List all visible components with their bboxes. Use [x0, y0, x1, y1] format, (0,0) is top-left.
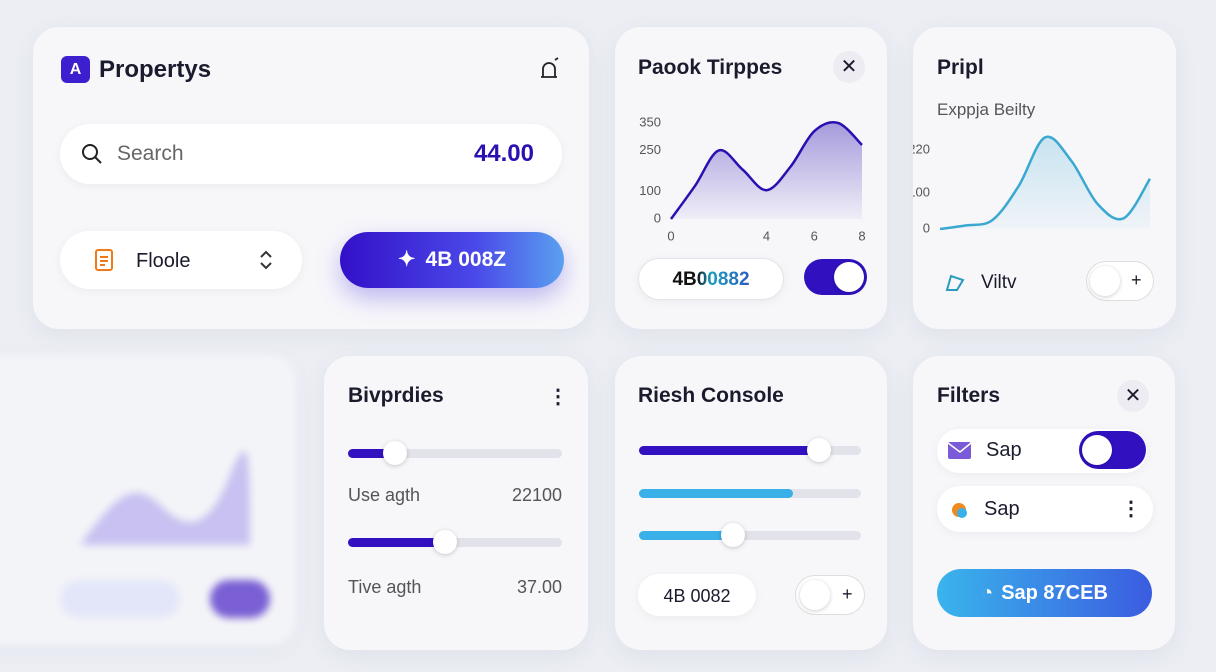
toggle-off[interactable]: +: [795, 575, 865, 615]
slider[interactable]: [348, 530, 562, 554]
x-tick-label: 8: [858, 228, 865, 243]
code-input[interactable]: 4B 0082: [638, 574, 756, 616]
filter-button[interactable]: ◔ Sap 87CEB: [937, 569, 1152, 617]
x-tick-label: 6: [811, 228, 818, 243]
close-button[interactable]: ✕: [833, 51, 865, 83]
search-value: 44.00: [473, 140, 534, 167]
toggle-on[interactable]: [804, 259, 867, 295]
card-title: Filters: [937, 384, 1001, 407]
slider-label: Use agth: [348, 485, 421, 505]
y-tick-label: 250: [639, 142, 661, 157]
close-button[interactable]: ✕: [1117, 380, 1149, 412]
trips-chart: 0 100 250 350 0 4 6 8: [639, 114, 865, 243]
mail-icon: [947, 442, 972, 459]
button-label: 4B 008Z: [425, 248, 507, 271]
y-tick-label: 350: [639, 114, 661, 129]
code-text: 4B 0082: [663, 586, 731, 606]
area: [671, 122, 862, 219]
properties-card: A Propertys Search 44.00 Floole ✦ 4B 008Z: [33, 27, 589, 329]
graph-icon: [945, 274, 965, 291]
primary-button[interactable]: ✦ 4B 008Z: [340, 232, 564, 288]
search-placeholder: Search: [117, 142, 184, 165]
sun-icon: [952, 503, 967, 518]
card-title: Paook Tirppes: [638, 56, 783, 79]
filters-card: Filters ✕ Sap Sap ⋮ ◔ Sap 87CEB: [913, 356, 1175, 650]
slider-value: 37.00: [516, 577, 562, 597]
blurred-chart: [80, 450, 250, 545]
card-title: Pripl: [937, 56, 984, 79]
search-box[interactable]: Search 44.00: [60, 124, 562, 184]
y-tick-label: 0: [654, 210, 661, 225]
slider-label: Tive agth: [348, 577, 422, 597]
line: [669, 121, 863, 220]
ranges-card: Bivprdies ⋮ Use agth 22100 Tive agth 37.…: [324, 356, 588, 650]
toggle-off[interactable]: +: [1086, 261, 1154, 301]
more-button[interactable]: ⋮: [1121, 498, 1141, 520]
blurred-card: [0, 355, 296, 645]
card-subtitle: Exppja Beilty: [937, 100, 1036, 119]
file-icon: [95, 249, 113, 271]
side-chart: 0 100 220: [913, 135, 1152, 235]
y-tick-label: 0: [923, 220, 930, 235]
x-tick-label: 4: [763, 228, 770, 243]
slider[interactable]: [639, 523, 861, 547]
clock-icon: ◔: [981, 582, 994, 604]
console-card: Riesh Console 4B 0082 +: [615, 356, 887, 650]
bell-icon[interactable]: [536, 56, 562, 82]
y-tick-label: 220: [913, 141, 930, 156]
item-label: Sap: [986, 439, 1022, 461]
filter-item[interactable]: Sap ⋮: [937, 486, 1153, 532]
brand-logo: A: [61, 56, 90, 83]
select[interactable]: Floole: [60, 231, 302, 289]
y-tick-label: 100: [913, 185, 930, 200]
code-input[interactable]: 4B00882: [638, 258, 784, 300]
line: [939, 135, 1152, 231]
card-title: Bivprdies: [348, 384, 444, 407]
item-label: Sap: [984, 498, 1020, 520]
code-text: 4B00882: [639, 269, 783, 291]
y-tick-label: 100: [639, 183, 661, 198]
button-label: Sap 87CEB: [1001, 582, 1108, 604]
search-icon: [82, 144, 102, 164]
slider-value: 22100: [511, 485, 562, 505]
slider[interactable]: [639, 489, 861, 498]
sparkle-icon: ✦: [397, 248, 416, 271]
slider[interactable]: [348, 441, 562, 465]
select-label: Floole: [136, 250, 191, 272]
area: [940, 136, 1150, 229]
trips-card: Paook Tirppes ✕ 0 100 250 350 0 4 6 8 4B00882: [615, 27, 887, 329]
x-tick-label: 0: [667, 228, 674, 243]
chevrons: [260, 250, 272, 270]
card-title: Riesh Console: [638, 384, 784, 407]
brand: Propertys: [99, 56, 212, 83]
toggle-on[interactable]: [1079, 431, 1146, 469]
slider[interactable]: [639, 438, 861, 462]
more-button[interactable]: ⋮: [548, 386, 568, 408]
item-label: Viltv: [981, 272, 1017, 293]
side-card: Pripl Exppja Beilty 0 100 220 Viltv +: [913, 27, 1176, 329]
